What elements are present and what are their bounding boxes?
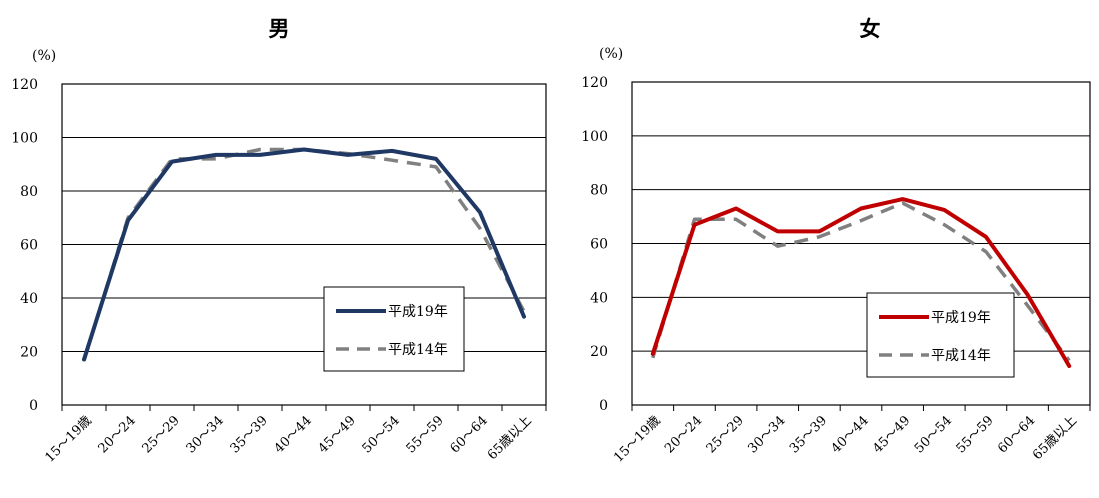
legend-box <box>323 286 465 372</box>
y-tick-label: 80 <box>20 184 38 200</box>
chart-title: 女 <box>860 17 881 41</box>
y-tick-label: 100 <box>11 131 38 147</box>
chart-1: 女 (%) 0 20 40 60 80 100 120 15～19歳20～2425～2930～34… <box>581 17 1091 466</box>
legend-box <box>866 292 1015 378</box>
series-line-0 <box>82 147 526 362</box>
legend-label: 平成14年 <box>931 348 991 364</box>
x-category-label: 50～54 <box>912 413 955 456</box>
y-tick-label: 40 <box>590 290 608 306</box>
chart-0: 男 (%) 0 20 40 60 80 100 120 15～19歳 20～24 25～29 30～34… <box>11 17 547 466</box>
x-category-label: 45～49 <box>870 413 913 456</box>
x-category-label: 30～34 <box>184 413 227 456</box>
y-axis-unit: (%) <box>32 48 56 64</box>
x-category-label: 15～19歳 <box>42 413 94 465</box>
y-tick-label: 80 <box>590 183 608 199</box>
x-category-label: 65歳以上 <box>1030 413 1080 463</box>
y-tick-label: 20 <box>590 344 608 360</box>
chart-title: 男 <box>269 17 290 41</box>
x-category-label: 55～59 <box>404 413 447 456</box>
x-category-label: 45～49 <box>316 413 359 456</box>
y-tick-label: 60 <box>20 238 38 254</box>
y-tick-label: 20 <box>20 345 38 361</box>
x-category-label: 60～64 <box>448 413 491 456</box>
x-category-label: 15～19歳 <box>611 413 663 465</box>
x-category-label: 65歳以上 <box>485 413 535 463</box>
legend-label: 平成19年 <box>931 310 991 326</box>
y-tick-label: 60 <box>590 237 608 253</box>
legend-label: 平成19年 <box>388 304 448 320</box>
plot-area <box>631 81 1091 406</box>
y-tick-label: 120 <box>581 75 608 91</box>
legend-label: 平成14年 <box>388 342 448 358</box>
x-category-label: 30～34 <box>745 413 788 456</box>
x-category-label: 20～24 <box>96 413 139 456</box>
plot-area <box>61 83 547 406</box>
x-category-label: 40～44 <box>829 413 872 456</box>
y-axis-unit: (%) <box>599 46 623 62</box>
y-tick-label: 0 <box>599 398 608 414</box>
y-tick-label: 0 <box>29 398 38 414</box>
series-line-1 <box>651 201 1071 362</box>
y-tick-label: 100 <box>581 129 608 145</box>
x-category-label: 55～59 <box>954 413 997 456</box>
x-category-label: 40～44 <box>272 413 315 456</box>
y-tick-label: 40 <box>20 291 38 307</box>
x-category-label: 25～29 <box>140 413 183 456</box>
x-category-label: 50～54 <box>360 413 403 456</box>
x-category-label: 35～39 <box>228 413 271 456</box>
x-category-label: 25～29 <box>704 413 747 456</box>
y-tick-label: 120 <box>11 77 38 93</box>
x-category-label: 20～24 <box>662 413 705 456</box>
x-category-label: 35～39 <box>787 413 830 456</box>
